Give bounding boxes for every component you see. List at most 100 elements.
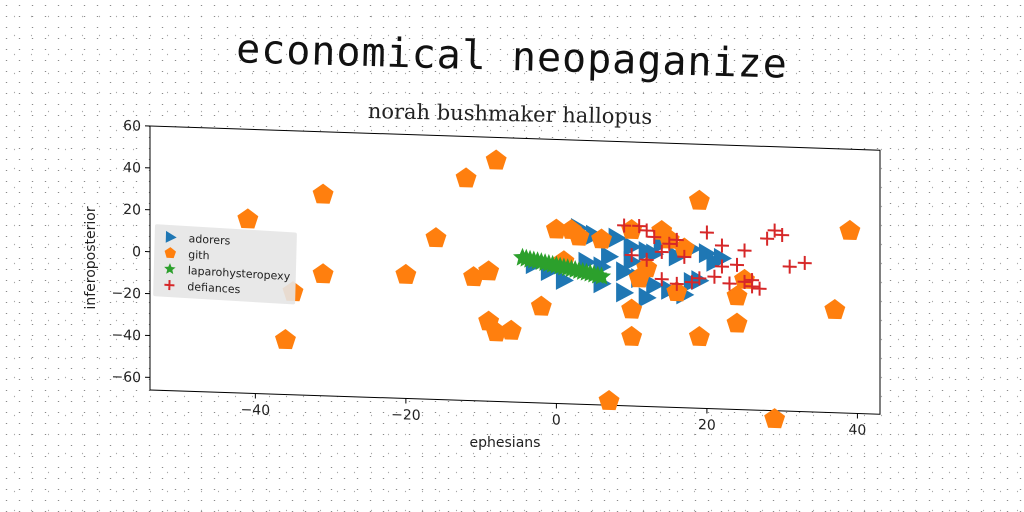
data-point [706, 251, 725, 272]
y-tick-label: 60 [123, 118, 141, 135]
y-tick-label: −60 [111, 369, 141, 386]
data-point [621, 218, 643, 240]
legend-label-adorers: adorers [188, 232, 230, 247]
data-point [568, 225, 590, 246]
data-point [591, 228, 613, 249]
data-point [601, 246, 620, 267]
data-point [726, 285, 748, 306]
legend-label-defiances: defiances [187, 280, 241, 296]
data-point [699, 225, 714, 240]
data-point [621, 325, 643, 346]
data-point [666, 281, 688, 302]
data-point [752, 281, 767, 296]
legend-marker-laparohysteropexy [164, 263, 176, 275]
x-tick-label: 40 [849, 422, 867, 439]
x-axis-label: ephesians [470, 435, 541, 451]
x-tick-label: −40 [241, 402, 271, 419]
plot-area: −40 −20 0 20 40 −60 −40 −20 0 20 40 60 adorersgith… [111, 118, 881, 439]
data-point [673, 237, 695, 258]
data-point [616, 261, 635, 282]
data-point [745, 279, 760, 294]
data-point [485, 149, 507, 170]
data-point [621, 298, 643, 319]
data-point [797, 255, 812, 270]
legend-box [153, 224, 297, 305]
data-point [737, 274, 752, 289]
data-point [669, 232, 684, 247]
legend-label-laparohysteropexy: laparohysteropexy [188, 264, 291, 283]
y-axis-label: inferoposterior [83, 206, 99, 309]
legend-marker-adorers [165, 230, 177, 243]
y-tick-label: −20 [111, 285, 141, 302]
data-point [767, 223, 782, 238]
series-defiances [617, 218, 812, 296]
data-point [478, 260, 500, 281]
data-point [463, 266, 485, 287]
y-tick-label: 40 [123, 160, 141, 177]
data-point [312, 183, 334, 204]
data-point [275, 329, 296, 350]
y-tick-label: 20 [123, 202, 141, 219]
data-point [616, 282, 635, 303]
data-point [623, 236, 642, 257]
y-tick-label: −40 [111, 327, 141, 344]
x-axis: −40 −20 0 20 40 [241, 393, 867, 439]
data-point [707, 269, 722, 284]
data-point [624, 248, 639, 263]
data-point [677, 249, 692, 264]
data-point [839, 219, 861, 241]
data-point [688, 189, 710, 210]
data-point [639, 223, 654, 238]
data-point [726, 312, 748, 333]
data-point [824, 299, 846, 320]
data-point [714, 238, 729, 253]
data-point [654, 244, 669, 259]
y-tick-label: 0 [132, 244, 141, 260]
data-point [688, 325, 710, 347]
data-point [775, 227, 790, 243]
data-point [425, 227, 447, 248]
legend-marker-gith [164, 247, 177, 259]
data-point [617, 218, 632, 233]
x-tick-label: 20 [698, 417, 716, 434]
series-laparohysteropexy [513, 247, 612, 285]
data-point [764, 408, 786, 429]
x-tick-label: 0 [552, 412, 561, 428]
x-tick-label: −20 [391, 407, 421, 424]
data-point [530, 295, 552, 316]
data-point [632, 219, 647, 234]
data-point [722, 276, 737, 291]
y-axis: −60 −40 −20 0 20 40 60 [111, 118, 150, 386]
data-point [692, 271, 707, 286]
data-point [646, 243, 665, 264]
legend-label-gith: gith [188, 248, 210, 262]
data-point [628, 267, 650, 288]
data-point [714, 259, 729, 274]
data-point [500, 319, 522, 340]
data-point [545, 218, 567, 239]
data-point [760, 231, 775, 246]
data-point [646, 274, 665, 295]
data-point [669, 276, 684, 291]
data-point [639, 252, 654, 267]
data-point [598, 390, 620, 411]
data-point [638, 287, 657, 308]
data-point [312, 263, 334, 284]
data-point [455, 167, 477, 188]
data-point [654, 272, 669, 287]
data-point [730, 257, 745, 272]
data-marks [237, 149, 861, 429]
data-point [737, 243, 752, 258]
data-point [684, 275, 699, 290]
data-point [555, 269, 574, 290]
data-point [647, 229, 662, 245]
data-point [395, 263, 417, 284]
data-point [592, 266, 612, 285]
data-point [662, 236, 677, 251]
legend-marker-defiances [164, 279, 175, 291]
data-point [782, 259, 797, 274]
data-point [237, 208, 259, 229]
data-point [485, 321, 507, 342]
